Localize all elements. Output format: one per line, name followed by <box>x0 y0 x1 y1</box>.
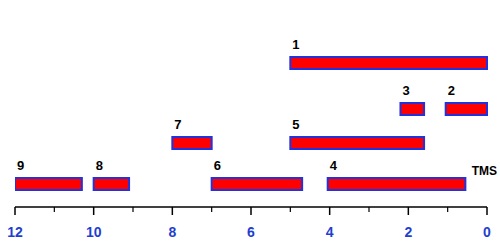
interval-bar <box>172 137 211 149</box>
interval-bar <box>212 178 302 190</box>
x-tick-label: 0 <box>483 224 491 240</box>
x-tick <box>93 207 95 215</box>
x-tick-label: 8 <box>168 224 176 240</box>
x-minor-tick <box>132 207 133 212</box>
x-tick-label: 2 <box>404 224 412 240</box>
item-label: 2 <box>448 83 455 98</box>
x-tick-label: 6 <box>247 224 255 240</box>
item-label: 1 <box>292 37 299 52</box>
x-minor-tick <box>368 207 369 212</box>
interval-bar <box>328 178 466 190</box>
x-tick-label: 4 <box>326 224 334 240</box>
bars <box>15 57 487 190</box>
item-label: 4 <box>330 158 338 173</box>
interval-bar <box>400 103 424 115</box>
x-minor-tick <box>211 207 212 212</box>
item-label: 6 <box>214 158 221 173</box>
interval-bar <box>290 137 424 149</box>
item-label: 9 <box>17 158 24 173</box>
x-minor-tick <box>54 207 55 212</box>
x-minor-tick <box>290 207 291 212</box>
x-tick <box>408 207 410 215</box>
x-tick <box>486 207 488 215</box>
item-label: 7 <box>174 117 181 132</box>
x-tick <box>14 207 16 215</box>
x-tick <box>172 207 174 215</box>
interval-bar <box>290 57 487 69</box>
item-label: 5 <box>292 117 299 132</box>
chart: 121086420123456789TMS <box>0 0 500 250</box>
item-label: 8 <box>96 158 103 173</box>
interval-bar <box>15 178 82 190</box>
x-tick-label: 10 <box>86 224 102 240</box>
annotation: TMS <box>472 164 497 178</box>
x-minor-tick <box>447 207 448 212</box>
interval-bar <box>94 178 129 190</box>
item-label: 3 <box>402 83 409 98</box>
x-tick-label: 12 <box>7 224 23 240</box>
x-tick <box>329 207 331 215</box>
x-tick <box>250 207 252 215</box>
interval-bar <box>446 103 487 115</box>
